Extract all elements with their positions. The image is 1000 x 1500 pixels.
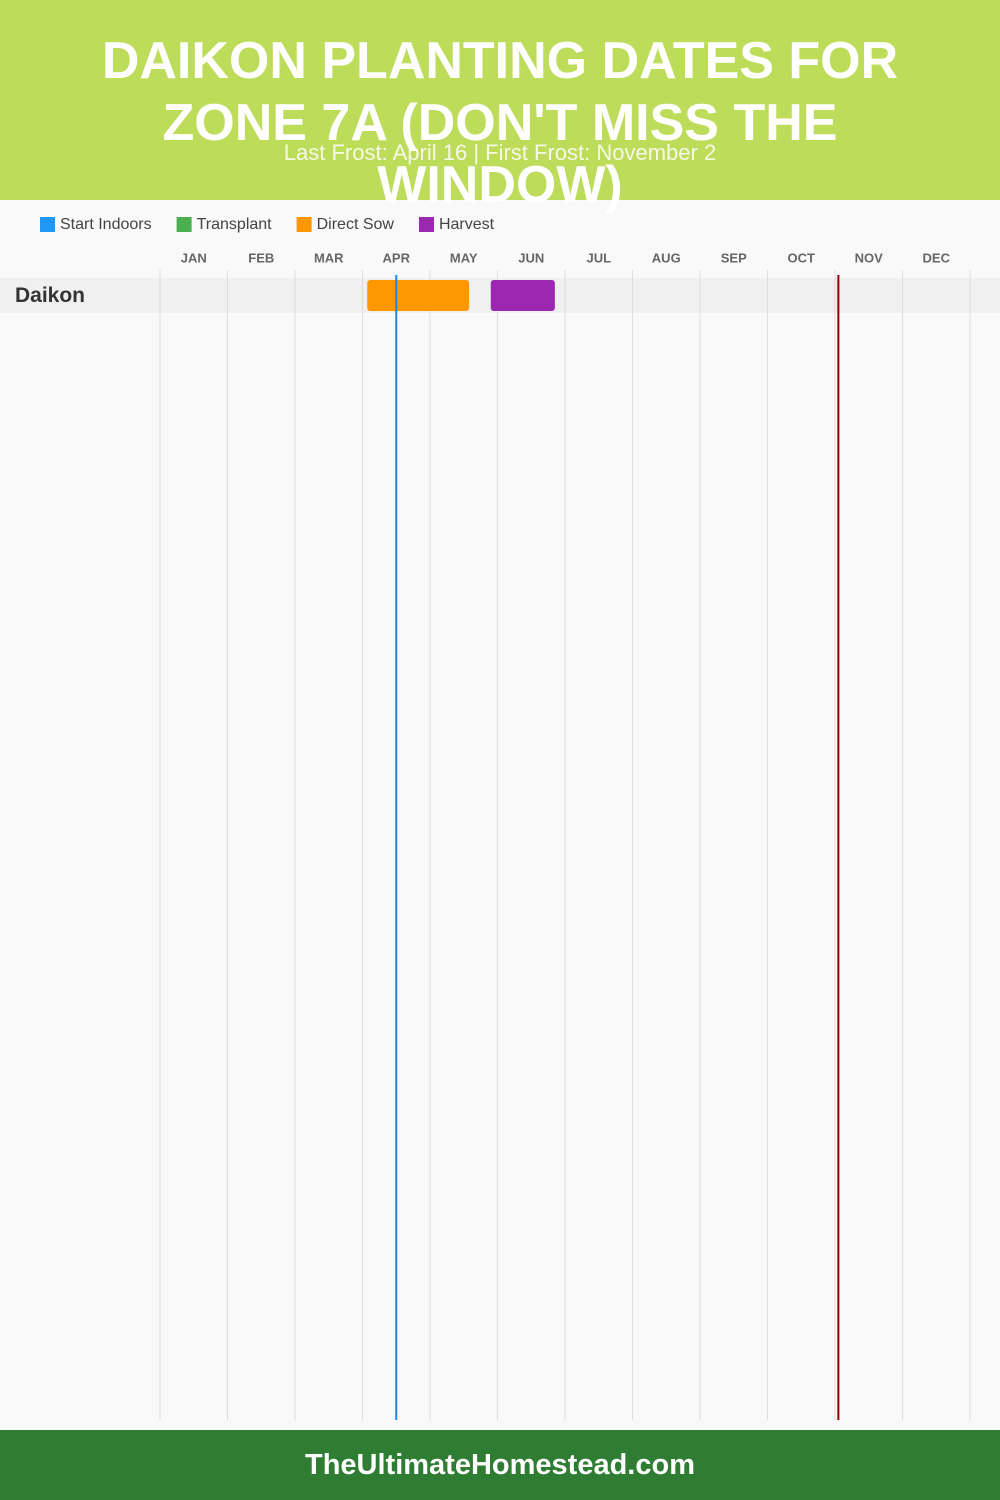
legend-swatch [40, 217, 55, 232]
month-label: AUG [652, 250, 681, 265]
month-label: JUN [518, 250, 544, 265]
row-label: Daikon [15, 284, 85, 307]
month-label: DEC [923, 250, 951, 265]
chart: Daikon JAN FEB MAR APR MAY JUN JUL AUG SEP OCT NOV D… [0, 216, 1000, 1420]
legend-label: Direct Sow [317, 216, 395, 233]
bar [490, 280, 555, 311]
month-label: NOV [855, 250, 884, 265]
subtitle: Last Frost: April 16 | First Frost: Nove… [283, 140, 717, 165]
month-label: MAY [450, 250, 478, 265]
legend-label: Start Indoors [60, 216, 152, 233]
month-label: JAN [181, 250, 207, 265]
month-label: SEP [721, 250, 747, 265]
month-label: OCT [788, 250, 816, 265]
month-label: APR [383, 250, 411, 265]
month-label: JUL [586, 250, 611, 265]
footer: TheUltimateHomestead.com [0, 1430, 1000, 1500]
bar [367, 280, 470, 311]
month-label: FEB [248, 250, 274, 265]
legend-swatch [296, 217, 312, 232]
legend-label: Transplant [197, 216, 273, 233]
legend-label: Harvest [439, 216, 495, 233]
legend-swatch [176, 217, 192, 232]
title: DAIKON PLANTING DATES FOR ZONE 7A (DON'T… [101, 32, 899, 214]
header [0, 0, 1000, 200]
month-label: MAR [314, 250, 344, 265]
legend-swatch [418, 217, 434, 232]
